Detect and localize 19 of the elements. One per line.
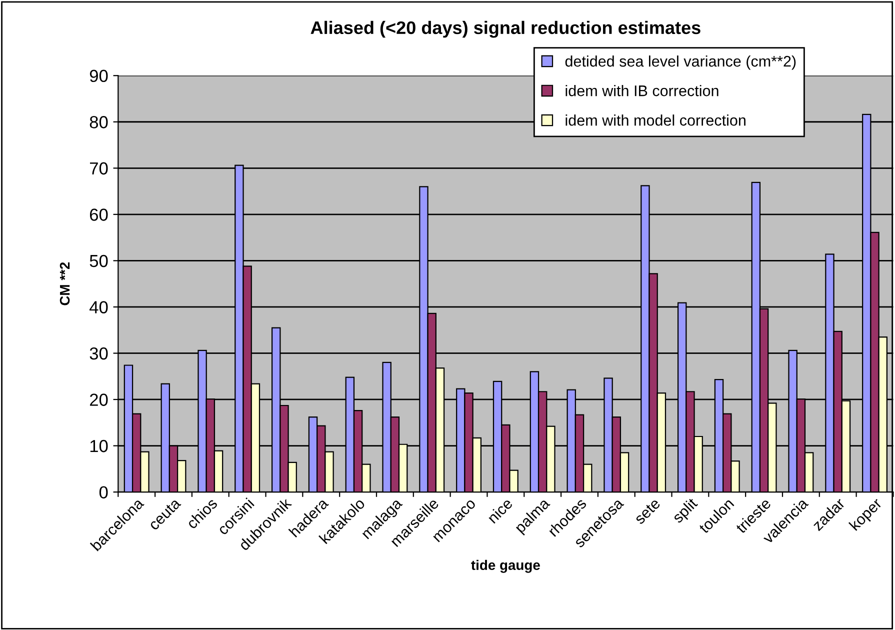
chart-title: Aliased (<20 days) signal reduction estimates bbox=[310, 20, 700, 38]
y-axis-title: CM **2 bbox=[60, 262, 70, 306]
y-tick-label: 80 bbox=[90, 116, 108, 128]
y-tick-label: 90 bbox=[90, 70, 108, 82]
y-tick-label: 70 bbox=[90, 162, 108, 175]
y-tick-label: 50 bbox=[90, 254, 108, 268]
legend-label: detided sea level variance (cm**2) bbox=[565, 55, 796, 70]
y-tick-label: 10 bbox=[90, 440, 108, 452]
y-tick-label: 20 bbox=[90, 394, 108, 406]
y-tick-label: 60 bbox=[90, 208, 108, 221]
y-tick-label: 40 bbox=[90, 301, 108, 314]
y-tick-label: 0 bbox=[99, 486, 108, 498]
y-tick-label: 30 bbox=[90, 347, 108, 360]
x-tick-label: nice bbox=[486, 497, 514, 524]
legend-label: idem with IB correction bbox=[566, 85, 718, 96]
x-tick-label: sete bbox=[634, 498, 661, 525]
legend-label: idem with model correction bbox=[566, 114, 746, 126]
x-tick-label: split bbox=[671, 496, 700, 526]
x-axis-title: tide gauge bbox=[471, 560, 540, 573]
